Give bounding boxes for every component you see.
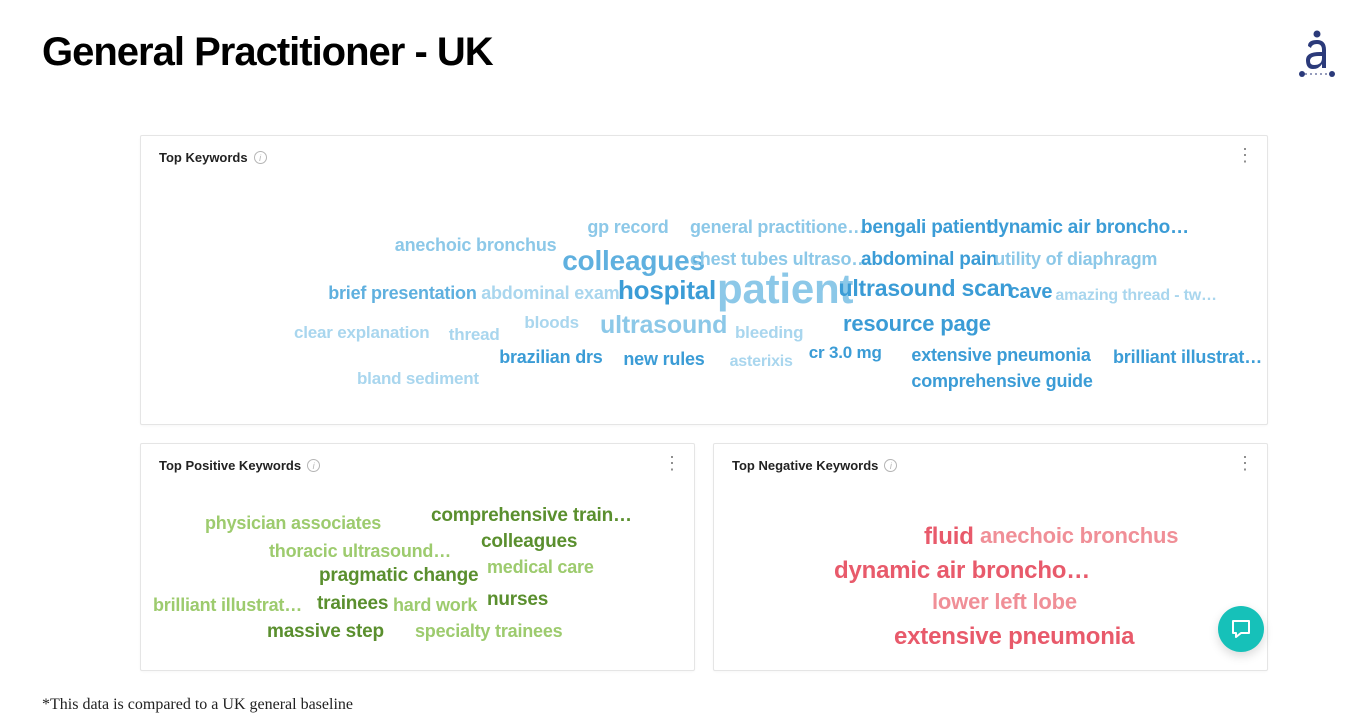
panel-title: Top Keywords — [159, 150, 248, 165]
panels-container: Top Keywords i ⋮ gp record general practi… — [140, 135, 1268, 671]
keyword[interactable]: dynamic air broncho… — [987, 217, 1189, 239]
keyword[interactable]: new rules — [623, 349, 704, 370]
brand-logo — [1296, 28, 1338, 78]
keyword[interactable]: colleagues — [481, 531, 577, 553]
keyword[interactable]: bleeding — [735, 323, 803, 343]
keyword[interactable]: asterixis — [730, 353, 793, 371]
keyword[interactable]: comprehensive guide — [911, 371, 1092, 392]
panel-header: Top Keywords i — [141, 136, 1267, 175]
keyword[interactable]: specialty trainees — [415, 621, 562, 642]
keyword[interactable]: comprehensive train… — [431, 505, 632, 527]
keyword[interactable]: anechoic bronchus — [395, 235, 557, 256]
keyword[interactable]: abdominal pain — [861, 249, 998, 271]
keyword[interactable]: pragmatic change — [319, 565, 478, 587]
panel-menu-icon[interactable]: ⋮ — [663, 458, 680, 468]
chat-button[interactable] — [1218, 606, 1264, 652]
keyword[interactable]: brilliant illustrat… — [1113, 347, 1262, 368]
keyword[interactable]: medical care — [487, 557, 594, 578]
keyword[interactable]: resource page — [843, 311, 991, 337]
panel-title: Top Positive Keywords — [159, 458, 301, 473]
footnote: *This data is compared to a UK general b… — [42, 696, 353, 714]
keyword[interactable]: hospital — [618, 275, 716, 306]
top-keywords-cloud: gp record general practitione…bengali pat… — [141, 175, 1267, 415]
panel-header: Top Positive Keywords i — [141, 444, 694, 483]
keyword[interactable]: clear explanation — [294, 323, 430, 343]
keyword[interactable]: physician associates — [205, 513, 381, 534]
keyword[interactable]: extensive pneumonia — [911, 345, 1090, 366]
keyword[interactable]: hard work — [393, 595, 477, 616]
chat-icon — [1229, 617, 1253, 641]
keyword[interactable]: extensive pneumonia — [894, 623, 1134, 651]
panel-menu-icon[interactable]: ⋮ — [1236, 150, 1253, 160]
info-icon[interactable]: i — [307, 459, 320, 472]
keyword[interactable]: patient — [717, 265, 853, 313]
keyword[interactable]: ultrasound — [600, 311, 727, 340]
keyword[interactable]: cave — [1009, 281, 1053, 304]
panel-title: Top Negative Keywords — [732, 458, 878, 473]
keyword[interactable]: dynamic air broncho… — [834, 557, 1090, 585]
keyword[interactable]: colleagues — [562, 245, 705, 277]
keyword[interactable]: gp record — [587, 217, 668, 238]
keyword[interactable]: brazilian drs — [499, 347, 602, 368]
keyword[interactable]: nurses — [487, 589, 548, 611]
keyword[interactable]: thread — [449, 325, 500, 345]
keyword[interactable]: ultrasound scan — [839, 275, 1014, 302]
keyword[interactable]: bland sediment — [357, 369, 479, 389]
panel-menu-icon[interactable]: ⋮ — [1236, 458, 1253, 468]
negative-keywords-cloud: fluidanechoic bronchus dynamic air bronch… — [714, 483, 1267, 658]
keyword[interactable]: amazing thread - tw… — [1055, 287, 1216, 305]
keyword[interactable]: brief presentation — [328, 283, 476, 304]
keyword[interactable]: trainees — [317, 593, 388, 615]
info-icon[interactable]: i — [254, 151, 267, 164]
keyword[interactable]: abdominal exam — [481, 283, 619, 304]
top-keywords-panel: Top Keywords i ⋮ gp record general practi… — [140, 135, 1268, 425]
keyword[interactable]: bloods — [524, 313, 579, 333]
page-title: General Practitioner - UK — [0, 0, 1368, 75]
keyword[interactable]: general practitione… — [690, 217, 865, 238]
keyword[interactable]: brilliant illustrat… — [153, 595, 302, 616]
keyword[interactable]: massive step — [267, 621, 384, 643]
positive-keywords-panel: Top Positive Keywords i ⋮ physician asso… — [140, 443, 695, 671]
keyword[interactable]: bengali patient — [861, 217, 992, 239]
negative-keywords-panel: Top Negative Keywords i ⋮ fluidanechoic … — [713, 443, 1268, 671]
keyword[interactable]: lower left lobe — [932, 589, 1077, 615]
info-icon[interactable]: i — [884, 459, 897, 472]
positive-keywords-cloud: physician associates comprehensive train…… — [141, 483, 694, 658]
keyword[interactable]: anechoic bronchus — [980, 523, 1178, 549]
keyword[interactable]: cr 3.0 mg — [809, 343, 882, 363]
keyword[interactable]: utility of diaphragm — [994, 249, 1157, 270]
keyword[interactable]: fluid — [924, 523, 974, 551]
panel-header: Top Negative Keywords i — [714, 444, 1267, 483]
bottom-row: Top Positive Keywords i ⋮ physician asso… — [140, 443, 1268, 671]
keyword[interactable]: thoracic ultrasound… — [269, 541, 451, 562]
